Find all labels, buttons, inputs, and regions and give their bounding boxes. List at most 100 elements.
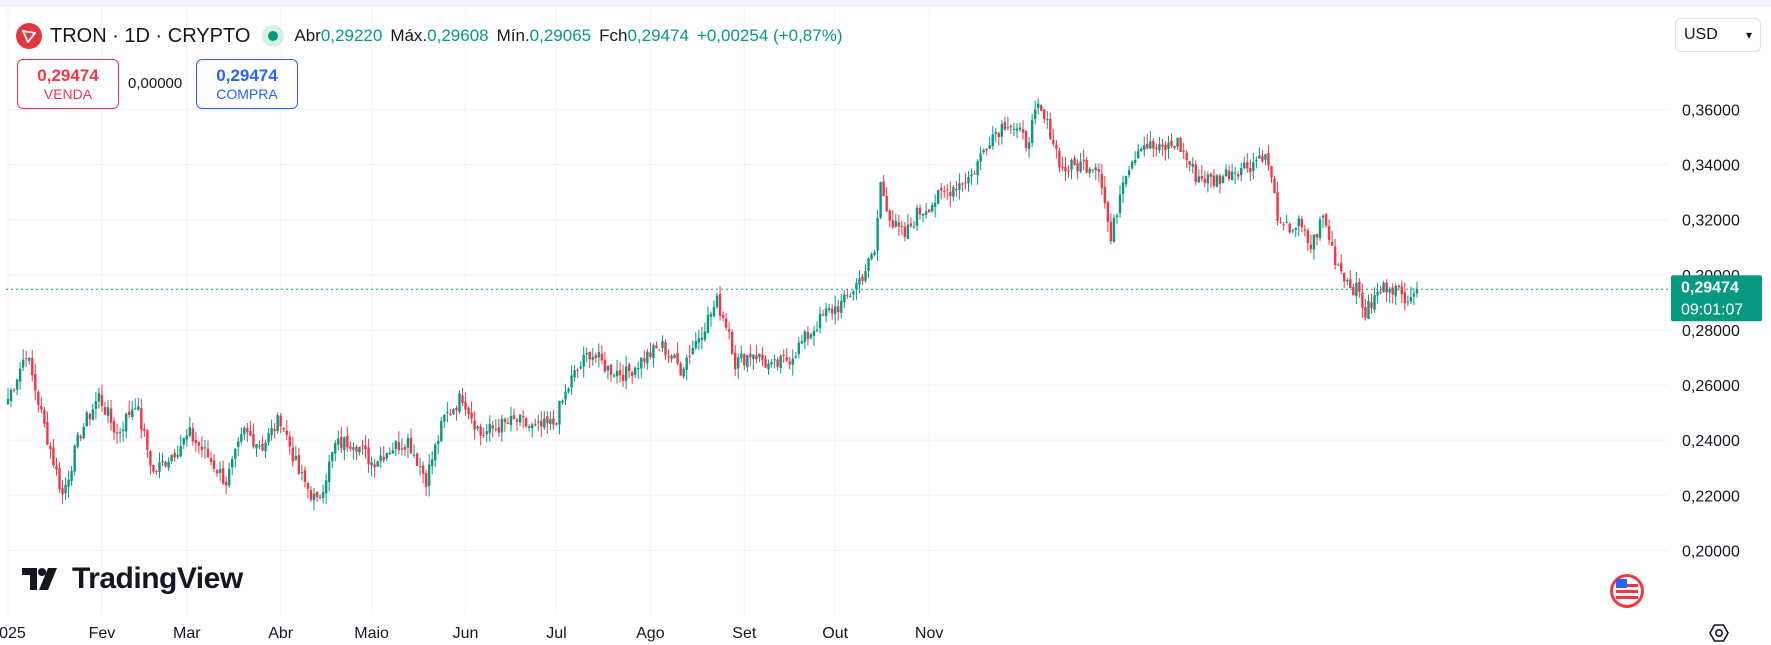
candle-body	[1385, 282, 1388, 293]
candle-body	[1206, 174, 1210, 184]
last-price-tag-bg	[1671, 275, 1762, 322]
candle-body	[627, 364, 631, 372]
candle-body	[1197, 176, 1200, 183]
buy-button[interactable]: 0,29474 COMPRA	[196, 59, 298, 109]
candle-body	[964, 182, 967, 184]
candle-body	[343, 437, 346, 451]
candle-body	[906, 224, 910, 239]
candle-body	[118, 431, 122, 433]
candle-body	[543, 418, 546, 428]
candle-body	[97, 393, 101, 402]
candle-body	[106, 407, 110, 416]
candle-body	[1012, 128, 1016, 130]
change-value: +0,00254 (+0,87%)	[696, 26, 843, 45]
candle-body	[15, 379, 19, 390]
candle-body	[394, 440, 398, 449]
candle-body	[1218, 175, 1222, 184]
candle-body	[746, 355, 749, 368]
price-tick-label: 0,24000	[1682, 433, 1740, 450]
candle-body	[1040, 105, 1043, 111]
candle-body	[943, 191, 946, 193]
candle-body	[1112, 217, 1116, 242]
candle-body	[373, 464, 376, 468]
candle-body	[1085, 159, 1088, 173]
candle-body	[249, 430, 252, 436]
candle-body	[1191, 163, 1194, 167]
candle-body	[1397, 285, 1400, 288]
candle-body	[73, 445, 76, 472]
candle-body	[1370, 302, 1373, 309]
candle-body	[703, 331, 707, 340]
candle-body	[827, 308, 831, 311]
price-axis: 0,200000,220000,240000,260000,280000,300…	[1682, 102, 1740, 560]
candle-body	[612, 375, 616, 377]
candle-body	[670, 355, 673, 359]
candle-body	[258, 445, 261, 447]
candle-body	[9, 389, 13, 401]
candle-body	[982, 149, 985, 153]
candle-body	[815, 330, 819, 332]
chevron-down-icon: ▾	[1745, 28, 1752, 42]
sell-button[interactable]: 0,29474 VENDA	[17, 59, 119, 109]
candle-body	[740, 353, 743, 358]
candle-body	[124, 413, 128, 432]
candle-body	[955, 188, 958, 191]
candle-body	[482, 434, 485, 436]
candle-body	[234, 448, 237, 459]
us-flag-icon[interactable]	[1610, 574, 1644, 608]
candle-body	[255, 443, 258, 449]
candle-body	[1152, 140, 1155, 149]
candle-body	[173, 452, 176, 458]
candle-body	[1009, 125, 1013, 128]
candle-body	[833, 306, 837, 315]
tradingview-wordmark: TradingView	[72, 562, 243, 595]
candle-body	[646, 351, 649, 364]
candle-body	[21, 359, 25, 368]
candle-body	[1073, 158, 1076, 165]
candle-body	[606, 365, 610, 371]
candle-body	[782, 354, 785, 357]
candle-body	[634, 367, 637, 375]
high-value: 0,29608	[427, 26, 489, 45]
candle-body	[418, 466, 422, 468]
candle-body	[1412, 293, 1416, 297]
candle-body	[621, 374, 625, 381]
candle-body	[734, 352, 737, 370]
settings-icon[interactable]	[1709, 624, 1729, 642]
candle-body	[509, 415, 513, 426]
candle-body	[379, 455, 382, 461]
candle-body	[1318, 219, 1322, 238]
candle-body	[552, 418, 555, 425]
candle-body	[743, 354, 746, 366]
candle-body	[361, 445, 364, 447]
candle-body	[1285, 221, 1288, 223]
candle-body	[12, 389, 16, 391]
candle-body	[1212, 175, 1216, 186]
candle-body	[885, 195, 888, 212]
candle-body	[370, 462, 373, 466]
candle-body	[888, 210, 891, 221]
candle-body	[924, 211, 928, 215]
candle-body	[1133, 159, 1137, 164]
candle-body	[540, 420, 543, 427]
candle-body	[673, 354, 676, 358]
price-tick-label: 0,20000	[1682, 543, 1740, 560]
currency-select[interactable]: USD ▾	[1675, 18, 1761, 52]
candle-body	[152, 464, 155, 472]
candle-body	[385, 453, 388, 459]
open-value: 0,29220	[320, 26, 383, 45]
candle-body	[1018, 127, 1022, 130]
symbol-title[interactable]: TRON · 1D · CRYPTO	[50, 24, 251, 47]
candle-body	[279, 415, 282, 427]
low-label: Mín.	[496, 26, 530, 45]
candle-body	[103, 407, 107, 415]
candle-body	[367, 447, 370, 465]
candle-body	[43, 409, 46, 424]
candle-body	[197, 442, 201, 446]
candle-body	[415, 453, 419, 466]
candle-body	[227, 468, 231, 486]
tradingview-logo[interactable]: TradingView	[22, 562, 243, 596]
candle-body	[1115, 215, 1119, 218]
candle-body	[1261, 155, 1264, 162]
